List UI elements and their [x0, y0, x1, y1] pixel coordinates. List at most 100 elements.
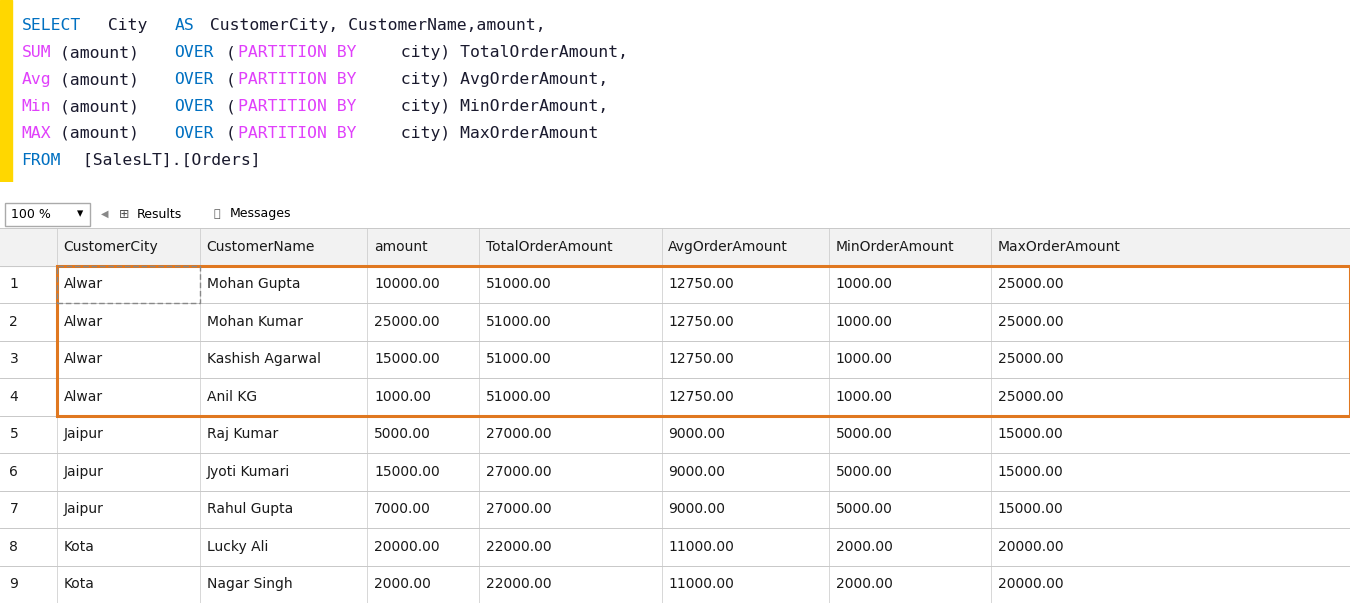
Text: Mohan Gupta: Mohan Gupta — [207, 277, 300, 291]
Text: (: ( — [225, 72, 235, 87]
Text: 1000.00: 1000.00 — [836, 390, 892, 404]
Text: Kota: Kota — [63, 577, 95, 592]
Text: (: ( — [225, 45, 235, 60]
Text: 22000.00: 22000.00 — [486, 540, 552, 554]
Text: 12750.00: 12750.00 — [668, 277, 734, 291]
Text: ⊞: ⊞ — [119, 207, 130, 221]
Text: OVER: OVER — [174, 126, 215, 141]
Text: 2000.00: 2000.00 — [374, 577, 431, 592]
Text: (amount): (amount) — [59, 72, 148, 87]
Text: 15000.00: 15000.00 — [374, 352, 440, 366]
Text: amount: amount — [374, 240, 428, 254]
Text: Alwar: Alwar — [63, 390, 103, 404]
Text: Mohan Kumar: Mohan Kumar — [207, 315, 302, 329]
Text: PARTITION BY: PARTITION BY — [238, 72, 356, 87]
Text: CustomerCity, CustomerName,amount,: CustomerCity, CustomerName,amount, — [200, 18, 545, 33]
Text: 1000.00: 1000.00 — [836, 315, 892, 329]
Text: (: ( — [225, 99, 235, 114]
Text: 2000.00: 2000.00 — [836, 540, 892, 554]
Text: 5000.00: 5000.00 — [836, 428, 892, 441]
Text: AS: AS — [174, 18, 194, 33]
Text: 5000.00: 5000.00 — [836, 502, 892, 516]
Text: Anil KG: Anil KG — [207, 390, 256, 404]
Text: ◀: ◀ — [101, 209, 109, 219]
Text: OVER: OVER — [174, 72, 215, 87]
Text: PARTITION BY: PARTITION BY — [238, 45, 356, 60]
Text: 2: 2 — [9, 315, 18, 329]
Text: 2000.00: 2000.00 — [836, 577, 892, 592]
Text: 1000.00: 1000.00 — [836, 277, 892, 291]
Text: AvgOrderAmount: AvgOrderAmount — [668, 240, 788, 254]
Text: 7: 7 — [9, 502, 18, 516]
Text: Alwar: Alwar — [63, 277, 103, 291]
Text: 25000.00: 25000.00 — [374, 315, 440, 329]
Text: Jyoti Kumari: Jyoti Kumari — [207, 465, 290, 479]
Text: 9000.00: 9000.00 — [668, 428, 725, 441]
Text: Jaipur: Jaipur — [63, 502, 104, 516]
Text: Alwar: Alwar — [63, 352, 103, 366]
Text: 1000.00: 1000.00 — [374, 390, 431, 404]
Text: 11000.00: 11000.00 — [668, 540, 734, 554]
Text: Lucky Ali: Lucky Ali — [207, 540, 267, 554]
Text: 8: 8 — [9, 540, 19, 554]
Text: Avg: Avg — [22, 72, 51, 87]
Text: Kota: Kota — [63, 540, 95, 554]
Text: 15000.00: 15000.00 — [374, 465, 440, 479]
Text: city) AvgOrderAmount,: city) AvgOrderAmount, — [392, 72, 609, 87]
Text: PARTITION BY: PARTITION BY — [238, 99, 356, 114]
Text: MaxOrderAmount: MaxOrderAmount — [998, 240, 1120, 254]
Text: 9000.00: 9000.00 — [668, 465, 725, 479]
Bar — [57, 265, 1350, 415]
Text: 22000.00: 22000.00 — [486, 577, 552, 592]
Text: Kashish Agarwal: Kashish Agarwal — [207, 352, 320, 366]
Text: Messages: Messages — [230, 207, 292, 221]
Text: 1: 1 — [9, 277, 19, 291]
Text: 12750.00: 12750.00 — [668, 390, 734, 404]
Text: Rahul Gupta: Rahul Gupta — [207, 502, 293, 516]
Text: TotalOrderAmount: TotalOrderAmount — [486, 240, 613, 254]
Text: 5000.00: 5000.00 — [836, 465, 892, 479]
Text: 5000.00: 5000.00 — [374, 428, 431, 441]
Text: (amount): (amount) — [59, 126, 148, 141]
Text: 15000.00: 15000.00 — [998, 428, 1064, 441]
Text: 7000.00: 7000.00 — [374, 502, 431, 516]
Text: MAX: MAX — [22, 126, 51, 141]
Text: SELECT: SELECT — [22, 18, 81, 33]
Text: 51000.00: 51000.00 — [486, 390, 552, 404]
Text: OVER: OVER — [174, 99, 215, 114]
Text: 15000.00: 15000.00 — [998, 465, 1064, 479]
Text: 27000.00: 27000.00 — [486, 428, 552, 441]
Text: 10000.00: 10000.00 — [374, 277, 440, 291]
Text: 12750.00: 12750.00 — [668, 315, 734, 329]
Text: 100 %: 100 % — [11, 207, 51, 221]
Text: 1000.00: 1000.00 — [836, 352, 892, 366]
Text: Jaipur: Jaipur — [63, 428, 104, 441]
Text: city) MaxOrderAmount: city) MaxOrderAmount — [392, 126, 598, 141]
Text: SUM: SUM — [22, 45, 51, 60]
Text: city) MinOrderAmount,: city) MinOrderAmount, — [392, 99, 609, 114]
Text: (amount): (amount) — [59, 99, 148, 114]
Text: 25000.00: 25000.00 — [998, 277, 1064, 291]
Text: 15000.00: 15000.00 — [998, 502, 1064, 516]
Bar — [0, 228, 1350, 265]
Text: Min: Min — [22, 99, 51, 114]
Text: 51000.00: 51000.00 — [486, 315, 552, 329]
Text: (amount): (amount) — [59, 45, 148, 60]
Text: City: City — [99, 18, 158, 33]
Text: 5: 5 — [9, 428, 18, 441]
Text: 3: 3 — [9, 352, 18, 366]
Text: 9: 9 — [9, 577, 19, 592]
Text: CustomerCity: CustomerCity — [63, 240, 158, 254]
Text: 11000.00: 11000.00 — [668, 577, 734, 592]
Text: Alwar: Alwar — [63, 315, 103, 329]
FancyBboxPatch shape — [5, 203, 90, 226]
Text: 12750.00: 12750.00 — [668, 352, 734, 366]
Text: 20000.00: 20000.00 — [998, 577, 1064, 592]
Text: Results: Results — [136, 207, 182, 221]
Bar — [57, 265, 200, 303]
Text: 25000.00: 25000.00 — [998, 315, 1064, 329]
Text: [SalesLT].[Orders]: [SalesLT].[Orders] — [73, 153, 261, 168]
Text: 4: 4 — [9, 390, 18, 404]
Text: PARTITION BY: PARTITION BY — [238, 126, 356, 141]
Text: CustomerName: CustomerName — [207, 240, 315, 254]
